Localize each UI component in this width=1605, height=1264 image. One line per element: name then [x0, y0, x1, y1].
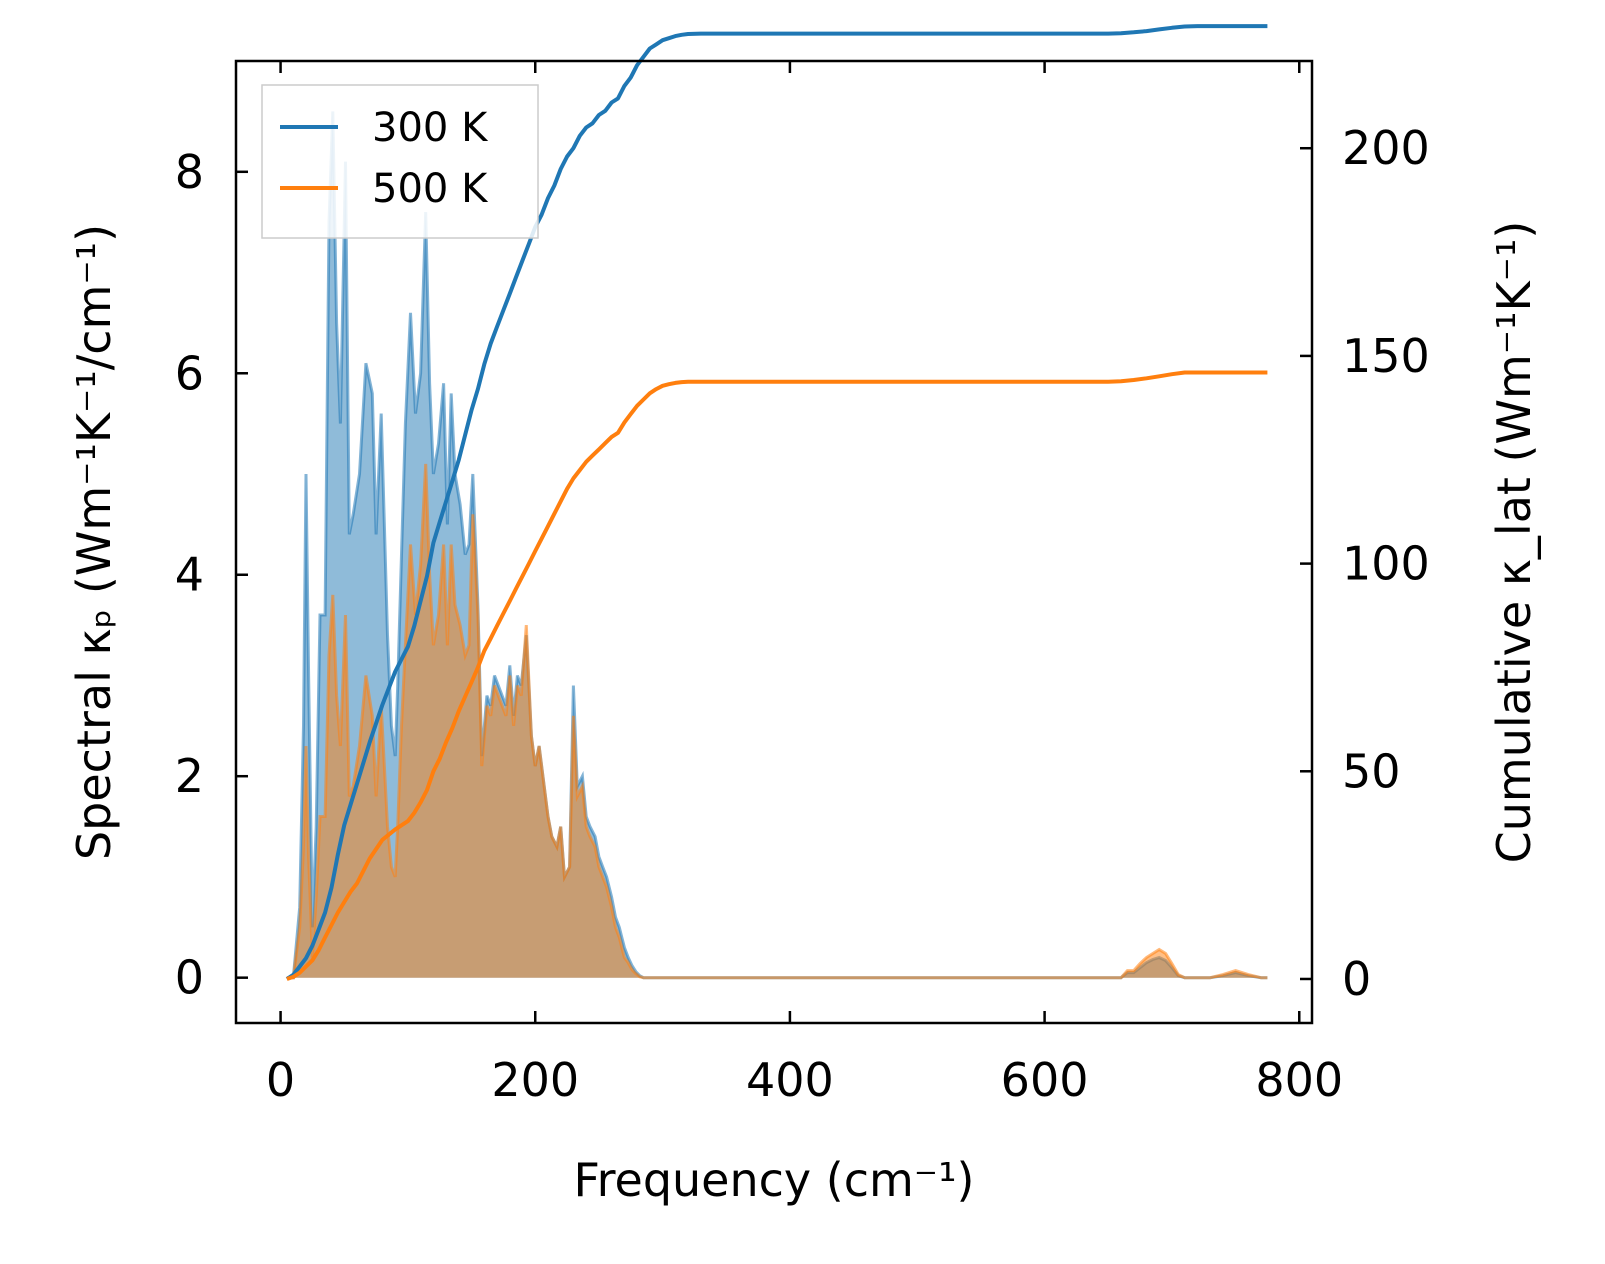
x-tick-label: 800	[1255, 1053, 1343, 1107]
y-tick-label-left: 0	[175, 951, 204, 1005]
y-tick-label-left: 6	[175, 346, 204, 400]
y-tick-label-right: 0	[1342, 952, 1371, 1006]
x-axis-label: Frequency (cm⁻¹)	[574, 1153, 975, 1207]
plot-area	[285, 24, 1268, 981]
ticks: 0 200 400 600 800 0 2 4 6 8 0 50 100 150 200	[175, 61, 1430, 1107]
legend-label-500k: 500 K	[372, 166, 489, 212]
spectral-line-500k	[286, 463, 1268, 980]
y-axis-label-left: Spectral κₚ (Wm⁻¹K⁻¹/cm⁻¹)	[67, 224, 121, 860]
y-tick-label-left: 2	[175, 749, 204, 803]
x-tick-label: 200	[491, 1053, 579, 1107]
legend: 300 K 500 K	[261, 84, 539, 239]
spectral-area-500k	[286, 463, 1268, 978]
y-tick-label-right: 100	[1342, 537, 1430, 591]
cumulative-line-500k	[286, 370, 1268, 981]
y-tick-label-left: 4	[175, 548, 204, 602]
legend-label-300k: 300 K	[372, 105, 489, 151]
axes-frame	[234, 59, 1314, 1025]
x-tick-label: 0	[266, 1053, 295, 1107]
y-tick-label-right: 50	[1342, 744, 1401, 798]
y-tick-label-left: 8	[175, 145, 204, 199]
cumulative-line-300k	[285, 24, 1268, 981]
x-tick-label: 600	[1001, 1053, 1089, 1107]
y-axis-label-right: Cumulative κ_lat (Wm⁻¹K⁻¹)	[1487, 221, 1541, 864]
y-tick-label-right: 200	[1342, 121, 1430, 175]
x-tick-label: 400	[746, 1053, 834, 1107]
y-tick-label-right: 150	[1342, 329, 1430, 383]
legend-box	[261, 84, 539, 239]
